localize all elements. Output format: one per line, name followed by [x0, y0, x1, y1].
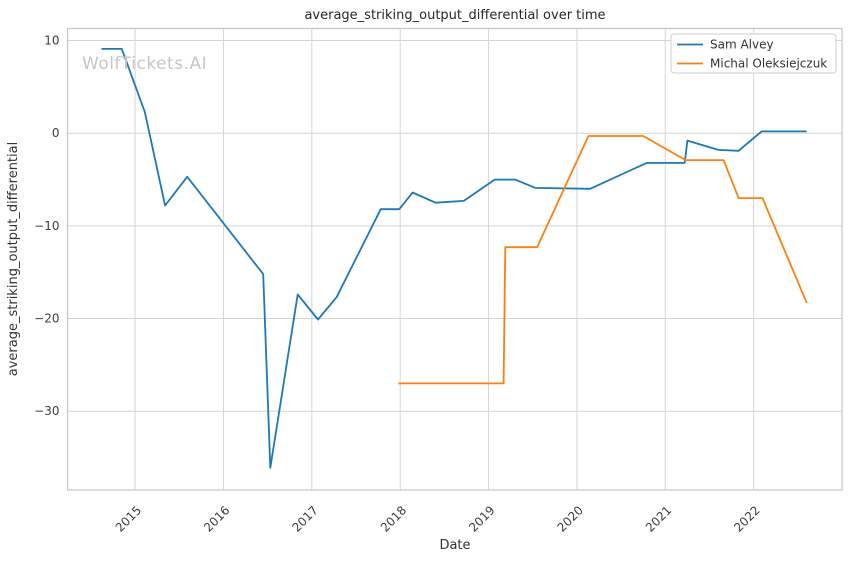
plot-border — [66, 27, 843, 491]
x-tick-label: 2016 — [201, 503, 232, 534]
x-tick-label: 2018 — [378, 503, 409, 534]
series-layer — [101, 48, 808, 469]
y-axis-label: average_striking_output_differential — [6, 142, 21, 376]
x-tick-label: 2017 — [289, 503, 320, 534]
x-tick-label: 2021 — [643, 503, 674, 534]
x-tick-label: 2015 — [113, 503, 144, 534]
legend-label-michal-oleksiejczuk: Michal Oleksiejczuk — [710, 57, 827, 71]
legend-label-sam-alvey: Sam Alvey — [710, 38, 774, 52]
x-tick-label: 2020 — [555, 503, 586, 534]
y-tick-label: −10 — [34, 219, 59, 233]
chart-title: average_striking_output_differential ove… — [304, 8, 605, 23]
watermark: WolfTickets.AI — [82, 54, 207, 74]
series-line-sam-alvey — [101, 48, 807, 469]
y-tick-label: −20 — [34, 312, 59, 326]
x-axis-label: Date — [439, 538, 470, 553]
y-tick-label: −30 — [34, 404, 59, 418]
legend-box — [670, 33, 837, 74]
x-tick-label: 2019 — [466, 503, 497, 534]
y-tick-label: 10 — [44, 34, 59, 48]
grid-layer — [66, 27, 843, 491]
y-tick-label: 0 — [52, 126, 60, 140]
x-tick-label: 2022 — [731, 503, 762, 534]
series-line-michal-oleksiejczuk — [398, 135, 808, 385]
legend: Sam Alvey Michal Oleksiejczuk — [670, 33, 837, 74]
